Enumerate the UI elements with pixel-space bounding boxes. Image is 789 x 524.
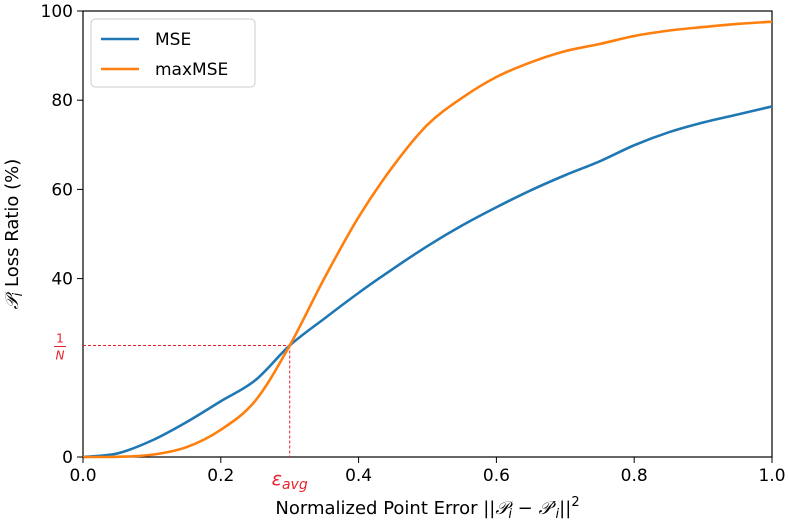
annotation-guides [83, 345, 291, 457]
series-line-maxmse [82, 20, 773, 459]
plot-frame [82, 10, 773, 458]
axis-ticks: 0.0 0.2 0.4 0.6 0.8 1.0 0 40 60 80 100 [41, 2, 786, 486]
y-axis-label: 𝒫i Loss Ratio (%) [2, 159, 26, 310]
x-marker-label: εavg [272, 468, 308, 493]
x-tick-label: 0.8 [621, 466, 648, 486]
legend-label-maxmse: maxMSE [155, 60, 228, 80]
x-tick-label: 0.0 [69, 466, 96, 486]
y-marker-label: 1 N [54, 332, 66, 363]
legend-label-mse: MSE [155, 30, 191, 50]
y-tick-label: 0 [62, 448, 73, 468]
x-axis-label: Normalized Point Error ||𝒫i − 𝒫′i||2 [275, 495, 579, 522]
series-group [82, 20, 773, 459]
y-tick-label: 100 [41, 2, 73, 22]
y-tick-label: 40 [51, 270, 73, 290]
legend: MSE maxMSE [90, 18, 256, 88]
x-tick-label: 1.0 [758, 466, 785, 486]
series-line-mse [82, 105, 773, 459]
y-tick-label: 60 [51, 180, 73, 200]
y-marker-denominator: N [56, 349, 65, 363]
x-tick-label: 0.2 [207, 466, 234, 486]
x-tick-label: 0.6 [483, 466, 510, 486]
y-tick-label: 80 [51, 91, 73, 111]
y-marker-numerator: 1 [56, 332, 64, 346]
x-tick-label: 0.4 [345, 466, 372, 486]
